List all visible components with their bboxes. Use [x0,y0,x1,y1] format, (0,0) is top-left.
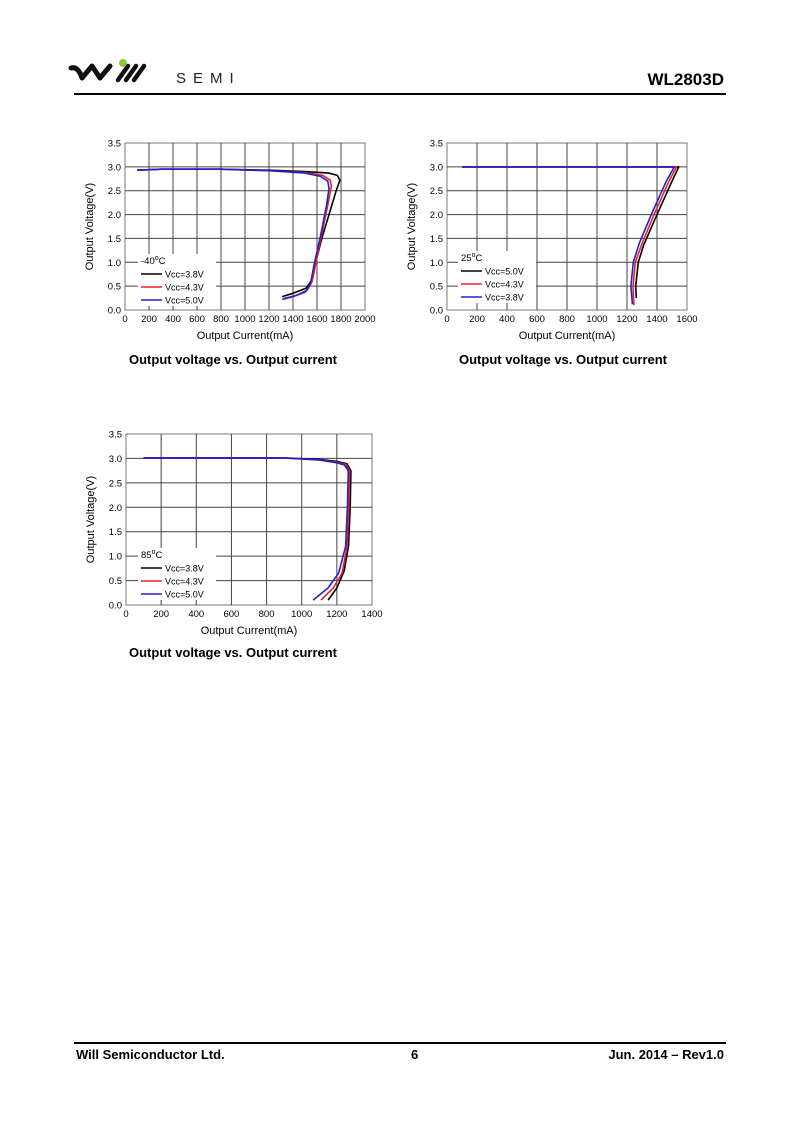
y-tick-label: 1.0 [430,258,443,269]
y-tick-label: 3.0 [430,162,443,173]
series-line [462,166,676,305]
x-tick-label: 800 [559,314,575,325]
x-tick-label: 1000 [234,314,255,325]
y-axis-label: Output Voltage(V) [84,183,96,270]
x-tick-label: 400 [188,609,204,620]
y-tick-label: 1.0 [109,552,122,563]
legend-unit: C [475,253,482,264]
y-tick-label: 2.0 [109,503,122,514]
footer-revision: Jun. 2014 – Rev1.0 [608,1047,724,1062]
x-tick-label: 1400 [282,314,303,325]
y-tick-label: 1.5 [430,234,443,245]
x-tick-label: 200 [153,609,169,620]
legend-title: 25oC [461,252,482,264]
legend-label: Vcc=5.0V [485,267,524,277]
y-tick-label: 3.0 [108,162,121,173]
footer-page-number: 6 [411,1047,419,1062]
legend-title: 85oC [141,549,162,561]
x-tick-label: 400 [165,314,181,325]
x-tick-label: 800 [213,314,229,325]
x-tick-label: 1200 [326,609,347,620]
chart-caption-1: Output voltage vs. Output current [129,352,338,367]
legend-label: Vcc=3.8V [165,564,204,574]
y-tick-label: 0.0 [109,601,122,612]
legend-label: Vcc=4.3V [165,577,204,587]
brand-text: SEMI [176,70,241,87]
x-tick-label: 1200 [258,314,279,325]
x-tick-label: 2000 [354,314,375,325]
y-tick-label: 1.5 [109,527,122,538]
x-tick-label: 1000 [586,314,607,325]
series-line [143,457,350,601]
x-axis-label: Output Current(mA) [201,625,298,637]
x-tick-label: 600 [529,314,545,325]
legend-unit: C [155,550,162,561]
legend-label: Vcc=5.0V [165,296,204,306]
y-tick-label: 2.0 [430,210,443,221]
y-tick-label: 1.5 [108,234,121,245]
x-tick-label: 1000 [291,609,312,620]
x-tick-label: 600 [189,314,205,325]
degree-symbol: o [152,549,156,556]
legend-label: Vcc=5.0V [165,590,204,600]
y-tick-label: 3.5 [109,430,122,441]
x-tick-label: 200 [469,314,485,325]
x-tick-label: 1200 [616,314,637,325]
x-axis-label: Output Current(mA) [197,330,294,342]
legend-box [138,548,216,600]
x-tick-label: 1600 [306,314,327,325]
x-axis-label: Output Current(mA) [519,330,616,342]
y-tick-label: 3.0 [109,454,122,465]
y-tick-label: 0.5 [430,282,443,293]
y-tick-label: 0.0 [430,306,443,317]
x-tick-label: 600 [223,609,239,620]
x-tick-label: 0 [444,314,449,325]
x-tick-label: 1400 [646,314,667,325]
degree-symbol: o [155,255,159,262]
y-tick-label: 0.0 [108,306,121,317]
y-tick-label: 2.5 [430,186,443,197]
y-tick-label: 1.0 [108,258,121,269]
x-tick-label: 200 [141,314,157,325]
chart-1: 0 200 400 600 800 1000 1200 1400 1600 1800 2000 0.0… [84,139,376,343]
chart-caption-3: Output voltage vs. Output current [129,645,338,660]
will-semi-logo [68,59,147,83]
legend-unit: C [159,256,166,267]
x-tick-label: 800 [259,609,275,620]
legend-label: Vcc=4.3V [485,280,524,290]
x-tick-label: 1800 [330,314,351,325]
y-tick-label: 2.5 [108,186,121,197]
x-tick-label: 1600 [676,314,697,325]
legend-title: -40oC [141,255,166,267]
series-line [462,166,680,299]
x-tick-label: 0 [122,314,127,325]
y-tick-label: 2.5 [109,478,122,489]
x-tick-label: 1400 [361,609,382,620]
y-tick-label: 0.5 [109,576,122,587]
chart-caption-2: Output voltage vs. Output current [459,352,668,367]
legend-label: Vcc=4.3V [165,283,204,293]
footer-company: Will Semiconductor Ltd. [76,1047,225,1062]
series-line [462,166,678,306]
series-line [136,168,330,301]
degree-symbol: o [472,252,476,259]
legend-box [458,251,536,303]
footer-divider [74,1042,726,1044]
legend-label: Vcc=3.8V [165,270,204,280]
legend-label: Vcc=3.8V [485,293,524,303]
chart-2: 0 200 400 600 800 1000 1200 1400 1600 0.0 0.5 1.0 1.… [406,139,698,343]
x-tick-label: 400 [499,314,515,325]
part-number: WL2803D [647,70,724,89]
y-tick-label: 3.5 [430,139,443,150]
y-tick-label: 0.5 [108,282,121,293]
y-tick-label: 3.5 [108,139,121,150]
y-tick-label: 2.0 [108,210,121,221]
x-tick-label: 0 [123,609,128,620]
y-axis-label: Output Voltage(V) [406,183,418,270]
header-divider [74,93,726,95]
legend-box [138,254,216,306]
chart-3: 0 200 400 600 800 1000 1200 1400 0.0 0.5 1.0 1.5 2.0… [85,430,383,638]
y-axis-label: Output Voltage(V) [85,476,97,563]
